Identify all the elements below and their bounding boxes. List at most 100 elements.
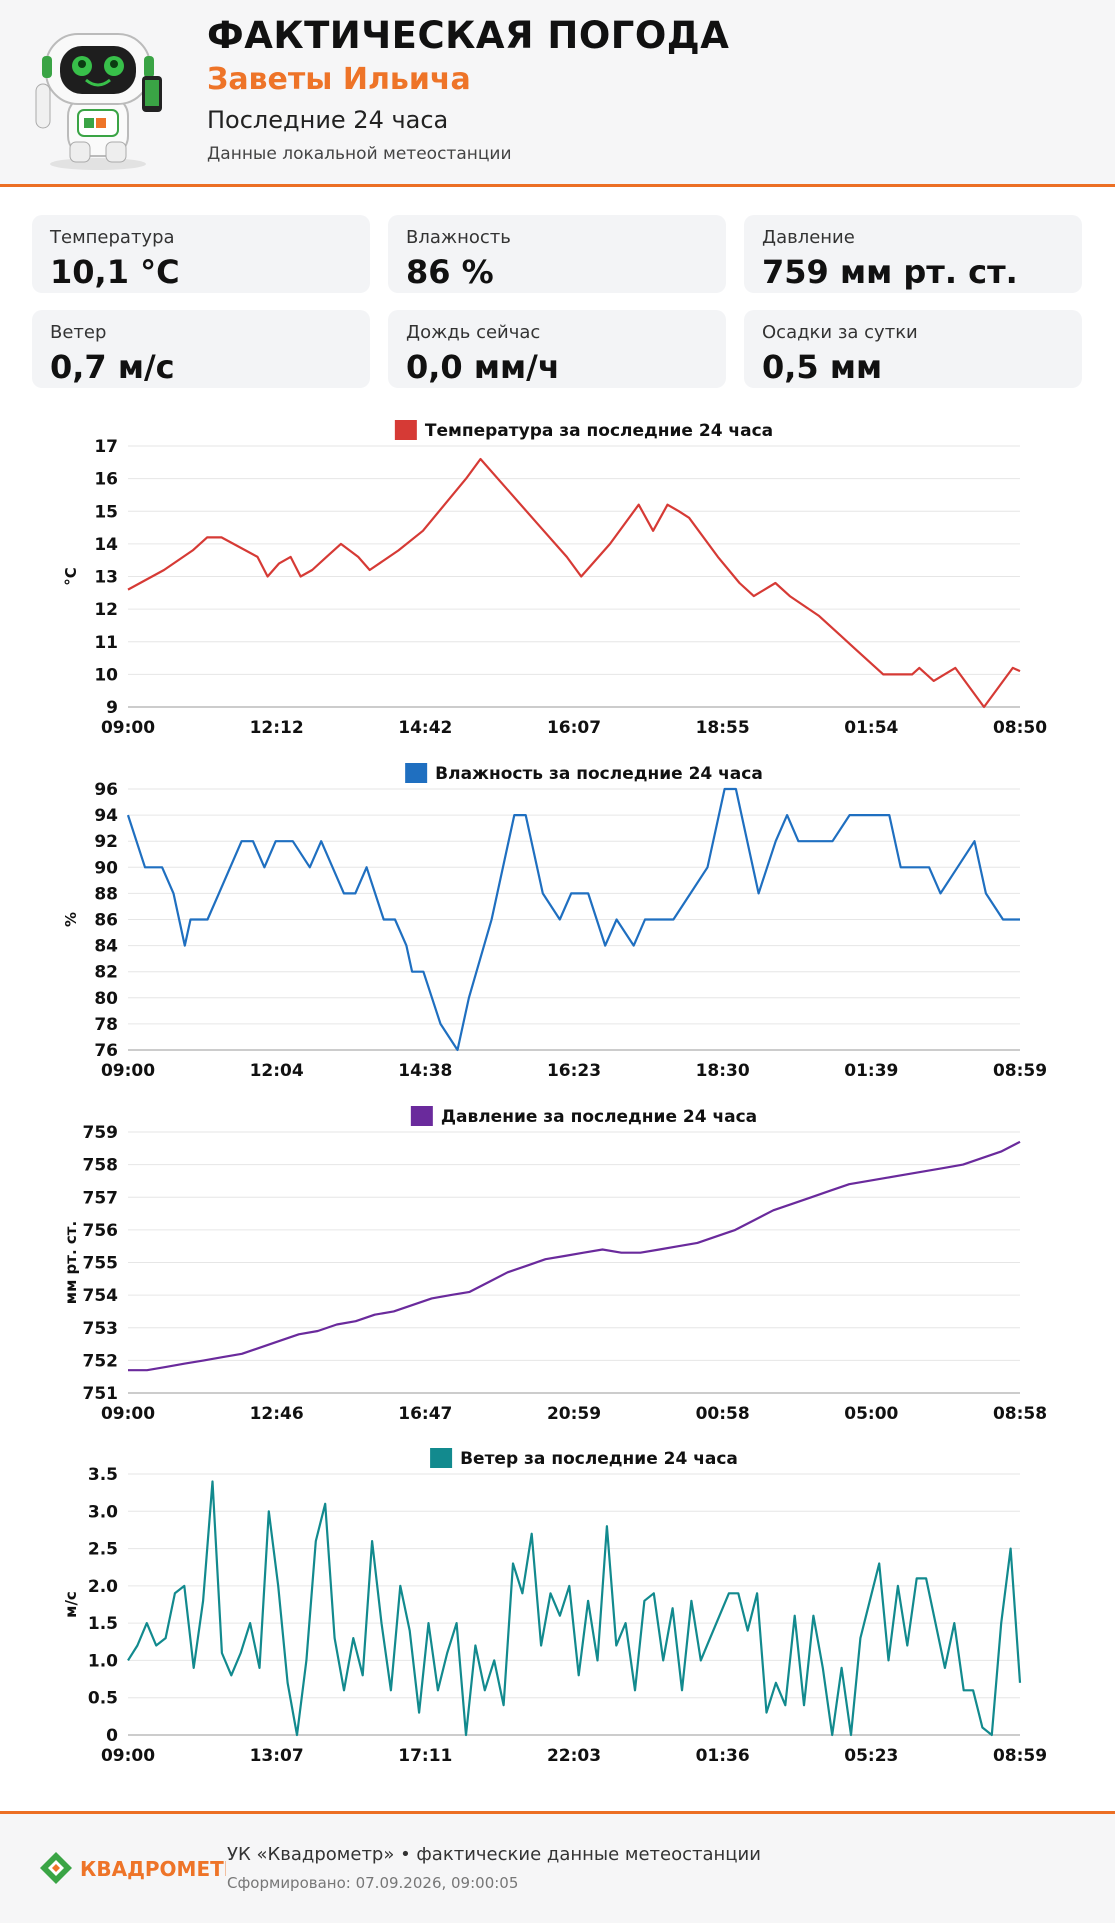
period-label: Последние 24 часа bbox=[207, 106, 449, 134]
wind-y-axis-label: м/с bbox=[62, 1591, 80, 1618]
pressure-y-tick-label: 753 bbox=[83, 1319, 119, 1339]
humidity-legend-swatch bbox=[405, 763, 428, 783]
temperature-y-tick-label: 10 bbox=[94, 665, 118, 685]
humidity-chart-title: Влажность за последние 24 часа bbox=[435, 764, 763, 784]
wind-chart-svg: Ветер за последние 24 часа 0 0.5 1.0 1.5 2.0 2… bbox=[62, 1448, 1047, 1766]
temperature-chart-svg: Температура за последние 24 часа 9 10 11 12 1… bbox=[62, 420, 1047, 738]
humidity-x-tick-label: 08:59 bbox=[993, 1061, 1047, 1081]
temperature-x-tick-label: 14:42 bbox=[398, 718, 452, 738]
pressure-x-tick-label: 08:58 bbox=[993, 1404, 1047, 1424]
pressure-y-tick-label: 756 bbox=[83, 1221, 119, 1241]
temperature-chart: Температура за последние 24 часа 9 10 11 12 1… bbox=[0, 410, 1115, 750]
temperature-y-tick-label: 9 bbox=[106, 698, 118, 718]
wind-y-tick-label: 3.5 bbox=[88, 1465, 118, 1485]
humidity-chart: Влажность за последние 24 часа 76 78 80 82 84… bbox=[0, 753, 1115, 1093]
page-title: ФАКТИЧЕСКАЯ ПОГОДА bbox=[207, 14, 730, 57]
pressure-y-tick-label: 758 bbox=[83, 1156, 119, 1176]
humidity-y-tick-label: 92 bbox=[94, 832, 118, 852]
pressure-x-tick-label: 16:47 bbox=[398, 1404, 452, 1424]
humidity-x-tick-label: 16:23 bbox=[547, 1061, 601, 1081]
pressure-x-tick-label: 20:59 bbox=[547, 1404, 601, 1424]
humidity-x-tick-label: 12:04 bbox=[250, 1061, 304, 1081]
humidity-series-line bbox=[126, 787, 1020, 1052]
temperature-x-tick-label: 16:07 bbox=[547, 718, 601, 738]
pressure-y-tick-label: 752 bbox=[83, 1351, 119, 1371]
wind-x-tick-label: 13:07 bbox=[250, 1746, 304, 1766]
card-value: 0,5 мм bbox=[762, 348, 883, 386]
pressure-y-axis-label: мм рт. ст. bbox=[62, 1221, 80, 1304]
wind-x-tick-label: 22:03 bbox=[547, 1746, 601, 1766]
humidity-y-tick-label: 80 bbox=[94, 989, 118, 1009]
pressure-series-line bbox=[128, 1140, 1021, 1372]
temperature-y-tick-label: 14 bbox=[94, 535, 118, 555]
temperature-x-tick-label: 18:55 bbox=[696, 718, 750, 738]
wind-y-tick-label: 3.0 bbox=[88, 1502, 118, 1522]
temperature-y-axis-label: °C bbox=[62, 567, 80, 586]
temperature-x-tick-label: 09:00 bbox=[101, 718, 155, 738]
card-value: 759 мм рт. ст. bbox=[762, 253, 1018, 291]
pressure-chart-svg: Давление за последние 24 часа 751 752 753 75… bbox=[62, 1106, 1047, 1424]
pressure-y-tick-label: 751 bbox=[83, 1384, 119, 1404]
location-name: Заветы Ильича bbox=[207, 62, 471, 97]
humidity-y-axis-label: % bbox=[62, 912, 80, 927]
rain-now-card: Дождь сейчас 0,0 мм/ч bbox=[388, 310, 726, 388]
humidity-y-tick-label: 84 bbox=[94, 937, 118, 957]
humidity-x-tick-label: 09:00 bbox=[101, 1061, 155, 1081]
footer: КВАДРОМЕТР УК «Квадрометр» • фактические… bbox=[0, 1811, 1115, 1923]
pressure-chart-title-group: Давление за последние 24 часа bbox=[410, 1106, 757, 1127]
humidity-x-tick-label: 01:39 bbox=[844, 1061, 898, 1081]
pressure-chart-title: Давление за последние 24 часа bbox=[441, 1107, 757, 1127]
card-value: 10,1 °C bbox=[50, 253, 180, 291]
source-note: Данные локальной метеостанции bbox=[207, 144, 512, 164]
temperature-legend-swatch bbox=[394, 420, 417, 440]
card-label: Давление bbox=[762, 227, 855, 248]
temperature-y-tick-label: 15 bbox=[94, 502, 118, 522]
wind-y-tick-label: 0 bbox=[106, 1726, 118, 1746]
temperature-y-tick-label: 12 bbox=[94, 600, 118, 620]
header: ФАКТИЧЕСКАЯ ПОГОДА Заветы Ильича Последн… bbox=[0, 0, 1115, 187]
humidity-y-tick-label: 88 bbox=[94, 884, 118, 904]
logo-text: КВАДРОМЕТР bbox=[80, 1857, 226, 1881]
card-value: 0,0 мм/ч bbox=[406, 348, 560, 386]
card-label: Осадки за сутки bbox=[762, 322, 918, 343]
wind-chart: Ветер за последние 24 часа 0 0.5 1.0 1.5 2.0 2… bbox=[0, 1438, 1115, 1778]
card-label: Ветер bbox=[50, 322, 107, 343]
temperature-series-line bbox=[127, 457, 1021, 709]
card-value: 0,7 м/с bbox=[50, 348, 175, 386]
temperature-card: Температура 10,1 °C bbox=[32, 215, 370, 293]
humidity-card: Влажность 86 % bbox=[388, 215, 726, 293]
temperature-chart-title: Температура за последние 24 часа bbox=[425, 421, 773, 441]
pressure-x-tick-label: 00:58 bbox=[696, 1404, 750, 1424]
pressure-x-tick-label: 09:00 bbox=[101, 1404, 155, 1424]
pressure-card: Давление 759 мм рт. ст. bbox=[744, 215, 1082, 293]
wind-chart-title-group: Ветер за последние 24 часа bbox=[430, 1448, 738, 1469]
wind-x-tick-label: 08:59 bbox=[993, 1746, 1047, 1766]
temperature-chart-title-group: Температура за последние 24 часа bbox=[394, 420, 773, 441]
temperature-y-tick-label: 16 bbox=[94, 470, 118, 490]
humidity-y-tick-label: 86 bbox=[94, 911, 118, 931]
temperature-x-tick-label: 12:12 bbox=[250, 718, 304, 738]
humidity-chart-title-group: Влажность за последние 24 часа bbox=[405, 763, 763, 784]
robot-mascot-icon bbox=[35, 33, 162, 170]
card-label: Дождь сейчас bbox=[406, 322, 541, 343]
wind-x-tick-label: 09:00 bbox=[101, 1746, 155, 1766]
pressure-x-tick-label: 05:00 bbox=[844, 1404, 898, 1424]
temperature-x-tick-label: 08:50 bbox=[993, 718, 1047, 738]
card-value: 86 % bbox=[406, 253, 494, 291]
humidity-y-tick-label: 76 bbox=[94, 1041, 118, 1061]
card-label: Температура bbox=[50, 227, 175, 248]
humidity-y-tick-label: 78 bbox=[94, 1015, 118, 1035]
pressure-y-tick-label: 754 bbox=[83, 1286, 119, 1306]
humidity-y-tick-label: 96 bbox=[94, 780, 118, 800]
wind-y-tick-label: 2.5 bbox=[88, 1540, 118, 1560]
wind-x-tick-label: 05:23 bbox=[844, 1746, 898, 1766]
pressure-legend-swatch bbox=[410, 1106, 433, 1126]
temperature-y-tick-label: 13 bbox=[94, 568, 118, 588]
pressure-x-tick-label: 12:46 bbox=[250, 1404, 304, 1424]
wind-series-line bbox=[127, 1480, 1022, 1737]
pressure-y-tick-label: 759 bbox=[83, 1123, 119, 1143]
wind-chart-title: Ветер за последние 24 часа bbox=[460, 1449, 738, 1469]
pressure-chart: Давление за последние 24 часа 751 752 753 75… bbox=[0, 1096, 1115, 1436]
humidity-x-tick-label: 14:38 bbox=[398, 1061, 452, 1081]
kvadrometr-logo: КВАДРОМЕТР bbox=[40, 1852, 226, 1884]
